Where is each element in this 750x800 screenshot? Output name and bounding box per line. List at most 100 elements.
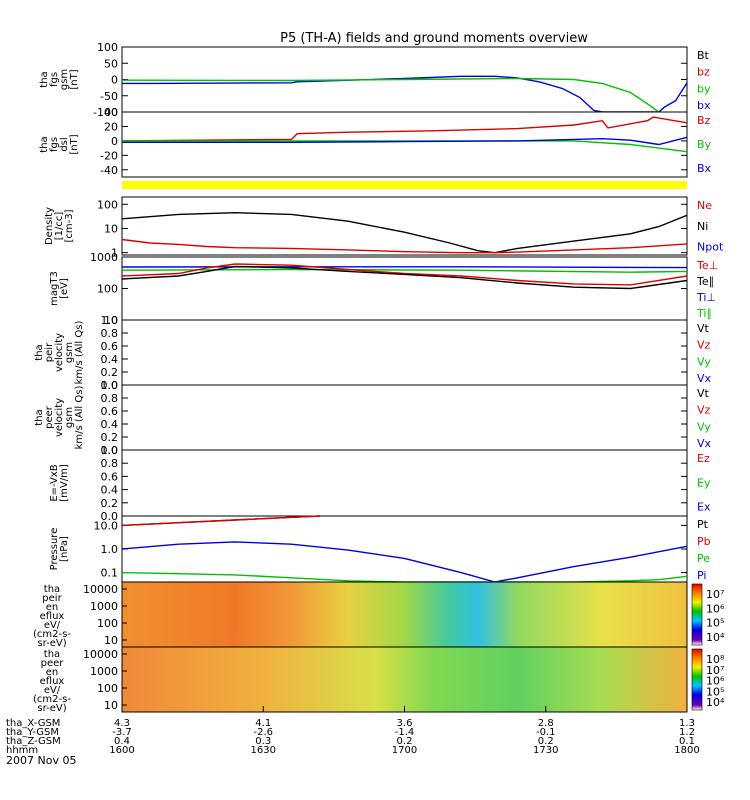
ytick-label: 0.4 — [101, 484, 119, 497]
ylabel-line: [1/cc] — [54, 212, 65, 241]
series-Ni — [121, 211, 688, 254]
xtick-label: 3.6 — [397, 718, 413, 729]
legend-Te⊥: Te⊥ — [696, 259, 718, 272]
series-Bz — [121, 116, 688, 142]
legend-Ex: Ex — [697, 501, 711, 514]
spectrogram-peir_en_eflux — [122, 582, 687, 647]
xtick-label: 0.2 — [397, 736, 413, 747]
legend-Ti⊥: Ti⊥ — [696, 291, 716, 304]
ytick-label: 0 — [111, 74, 118, 87]
ytick-label: 0.1 — [101, 567, 119, 580]
colorbar-label: 10⁶ — [706, 602, 725, 615]
xtick-label: 1700 — [392, 745, 417, 756]
ylabel-line: [eV] — [59, 278, 70, 299]
colorbar-label: 10⁴ — [706, 696, 725, 709]
ylabel-line: [nT] — [69, 69, 80, 89]
ylabel-line: peer — [44, 405, 55, 429]
ylabel-line: en — [46, 667, 59, 678]
legend-Te∥: Te∥ — [696, 275, 714, 288]
ytick-label: 1.0 — [101, 314, 119, 327]
xaxis-row-label: tha_Z-GSM — [6, 736, 61, 747]
xaxis-row-label: hhmm — [6, 745, 38, 756]
series-Pb — [121, 515, 320, 527]
ytick-label: 0.6 — [101, 405, 119, 418]
colorbar-label: 10⁸ — [706, 653, 725, 666]
legend-Vz: Vz — [697, 339, 711, 352]
legend-Pt: Pt — [697, 518, 709, 531]
ylabel-line: en — [46, 602, 59, 613]
series-bx — [122, 75, 688, 113]
ytick-label: 1 — [111, 247, 118, 260]
series-Bx — [122, 136, 688, 146]
ytick-label: 1.0 — [101, 444, 119, 457]
ytick-label: 100 — [97, 682, 118, 695]
ylabel-line: velocity — [54, 398, 65, 437]
legend-Vt: Vt — [697, 387, 710, 400]
legend-By: By — [697, 138, 712, 151]
ytick-label: 0.2 — [101, 497, 119, 510]
panel-density: 1 10 100 Ne Ni Npot Density [1/cc] [cm-3] — [44, 196, 724, 260]
ylabel-line: sr-eV) — [37, 638, 66, 649]
colorbar-label: 10⁷ — [706, 588, 724, 601]
bar-yellow-strip — [122, 181, 687, 189]
colorbar — [691, 648, 703, 711]
xtick-label: -3.7 — [112, 727, 132, 738]
legend-Vy: Vy — [697, 420, 711, 433]
ytick-label: -100 — [93, 106, 118, 119]
xtick-label: 1800 — [674, 745, 699, 756]
ytick-label: -50 — [100, 90, 118, 103]
xtick-label: 1630 — [251, 745, 276, 756]
ylabel-line: tha — [44, 584, 60, 595]
ylabel-line: (cm2-s- — [33, 629, 71, 640]
colorbar-label: 10⁶ — [706, 675, 725, 688]
panel-fgs_gsm: -100 -50 0 50 100 Bt bz by bx tha fgs gsm [nT] — [39, 41, 711, 119]
ytick-label: 0.2 — [101, 366, 119, 379]
series-Ti∥ — [121, 268, 688, 273]
ylabel-line: eflux — [40, 676, 65, 687]
xtick-label: -1.4 — [395, 727, 415, 738]
colorbar-label: 10⁷ — [706, 664, 724, 677]
xtick-label: 0.4 — [114, 736, 130, 747]
panel-temperature: 10 100 1000 Te⊥ Te∥ Ti⊥ Ti∥ magT3 [eV] — [49, 251, 718, 327]
ytick-label: 10 — [104, 222, 118, 235]
ylabel-line: eV/ — [44, 685, 61, 696]
colorbar-label: 10⁵ — [706, 617, 724, 630]
ytick-label: 10 — [104, 699, 118, 712]
ytick-label: 0.4 — [101, 353, 119, 366]
ytick-label: 20 — [104, 120, 118, 133]
ytick-label: 10.0 — [94, 519, 119, 532]
ytick-label: 10000 — [83, 583, 118, 596]
xtick-label: 4.1 — [255, 718, 271, 729]
legend-Npot: Npot — [697, 241, 724, 254]
date-label: 2007 Nov 05 — [6, 754, 76, 767]
ytick-label: 0.8 — [101, 392, 119, 405]
panel-frame — [121, 319, 688, 386]
ytick-label: 0.8 — [101, 457, 119, 470]
ylabel-line: [nT] — [69, 134, 80, 154]
legend-Ne: Ne — [697, 199, 712, 212]
series-Ti⊥ — [121, 266, 688, 269]
ytick-label: 1.0 — [101, 543, 119, 556]
ylabel-line: [mV/m] — [59, 464, 70, 502]
series-By — [122, 140, 688, 153]
ytick-label: 10 — [104, 314, 118, 327]
xaxis-row-label: tha_X-GSM — [6, 718, 60, 729]
chart-title: P5 (TH-A) fields and ground moments over… — [280, 31, 588, 46]
panel-frame — [121, 384, 688, 451]
xtick-label: 4.3 — [114, 718, 130, 729]
legend-bz: bz — [697, 66, 710, 79]
legend-Ez: Ez — [697, 452, 710, 465]
ytick-label: 100 — [97, 41, 118, 54]
ytick-label: 1000 — [90, 665, 118, 678]
xtick-label: -0.1 — [536, 727, 556, 738]
legend-Bz: Bz — [697, 114, 711, 127]
ytick-label: 1.0 — [101, 379, 119, 392]
ylabel-line: km/s (All Qs) — [74, 321, 85, 385]
legend-bx: bx — [697, 99, 711, 112]
ytick-label: 100 — [97, 617, 118, 630]
ylabel-line: peer — [41, 658, 65, 669]
ytick-label: 0.6 — [101, 470, 119, 483]
